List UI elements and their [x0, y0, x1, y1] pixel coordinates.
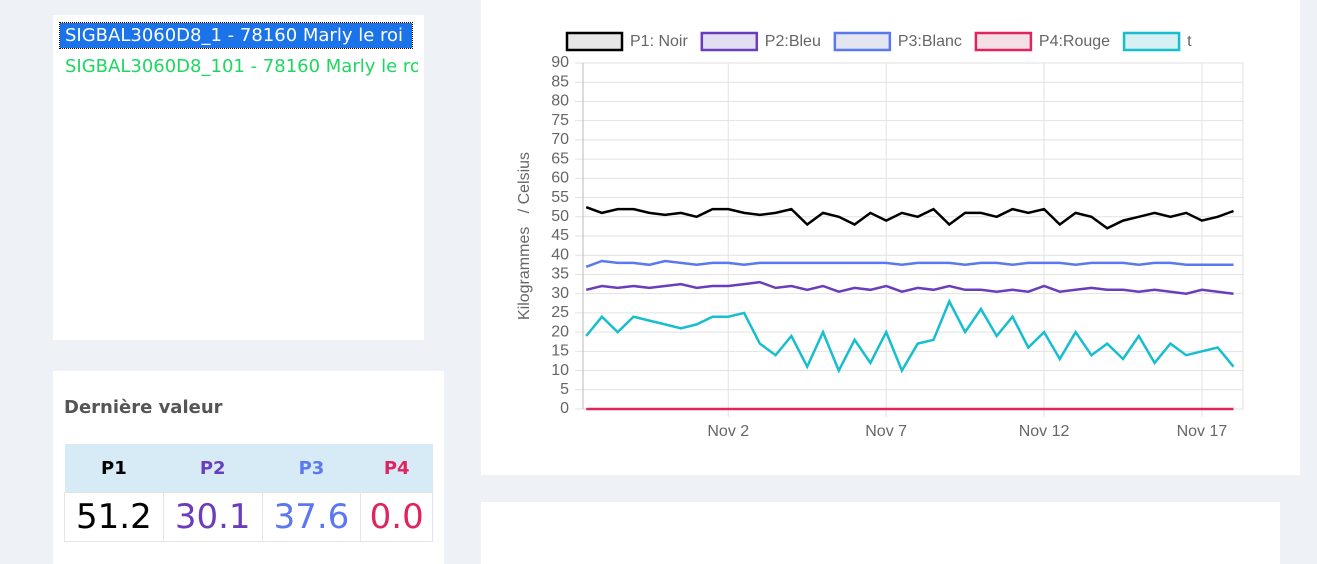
legend-swatch	[833, 31, 892, 52]
y-tick-label: 40	[551, 246, 569, 263]
legend-swatch	[974, 31, 1033, 52]
legend-swatch	[700, 31, 759, 52]
y-tick-label: 25	[551, 304, 569, 321]
header: P1	[64, 444, 164, 493]
y-tick-label: 80	[551, 93, 569, 110]
chart: Kilogrammes / Celsius 0 5 10 15 20 25 30 35 40 45…	[516, 31, 1244, 440]
legend-label: P3:Blanc	[898, 33, 962, 50]
y-axis-label: Kilogrammes / Celsius	[516, 152, 533, 320]
x-tick-label: Nov 17	[1177, 423, 1228, 440]
x-tick-label: Nov 12	[1019, 423, 1070, 440]
y-tick-label: 75	[551, 112, 569, 129]
x-tick-label: Nov 2	[707, 423, 749, 440]
y-tick-label: 65	[551, 150, 569, 167]
legend-label: t	[1187, 33, 1192, 50]
y-tick-label: 5	[560, 381, 569, 398]
header: P2	[163, 444, 263, 493]
y-tick-label: 10	[551, 362, 569, 379]
list-item[interactable]: SIGBAL3060D8_1 - 78160 Marly le roi	[59, 22, 413, 49]
list-item[interactable]: SIGBAL3060D8_101 - 78160 Marly le roi	[65, 56, 418, 77]
value: 37.6	[261, 492, 362, 542]
header: P3	[262, 444, 361, 493]
series-line	[585, 206, 1234, 230]
value: 0.0	[360, 492, 433, 542]
last-value-card: Dernière valeur P1 P2 P3 P4 51.2 30.1 37.6 0.0	[53, 371, 444, 564]
legend-label: P2:Bleu	[765, 33, 821, 50]
y-tick-label: 90	[551, 54, 569, 71]
device-list: SIGBAL3060D8_1 - 78160 Marly le roi SIGB…	[53, 15, 424, 340]
legend-label: P1: Noir	[630, 33, 688, 50]
y-tick-label: 15	[551, 343, 569, 360]
series-line	[585, 259, 1234, 268]
y-tick-label: 30	[551, 285, 569, 302]
y-tick-label: 45	[551, 227, 569, 244]
card-title: Dernière valeur	[64, 397, 223, 418]
y-tick-label: 20	[551, 323, 569, 340]
y-tick-label: 60	[551, 170, 569, 187]
y-tick-label: 50	[551, 208, 569, 225]
last-value-table: P1 P2 P3 P4 51.2 30.1 37.6 0.0	[64, 444, 433, 542]
legend-swatch	[1122, 31, 1181, 52]
bottom-card	[481, 502, 1280, 564]
chart-card: Kilogrammes / Celsius 0 5 10 15 20 25 30 35 40 45…	[481, 0, 1300, 475]
y-tick-label: 85	[551, 73, 569, 90]
legend-label: P4:Rouge	[1039, 33, 1110, 50]
value: 51.2	[64, 492, 164, 542]
y-tick-label: 55	[551, 189, 569, 206]
header: P4	[360, 444, 433, 493]
y-tick-label: 35	[551, 266, 569, 283]
y-tick-label: 0	[560, 400, 569, 417]
y-tick-label: 70	[551, 131, 569, 148]
series-line	[585, 280, 1234, 295]
legend-swatch	[565, 31, 624, 52]
x-tick-label: Nov 7	[865, 423, 907, 440]
value: 30.1	[162, 492, 263, 542]
series-line	[585, 298, 1235, 374]
